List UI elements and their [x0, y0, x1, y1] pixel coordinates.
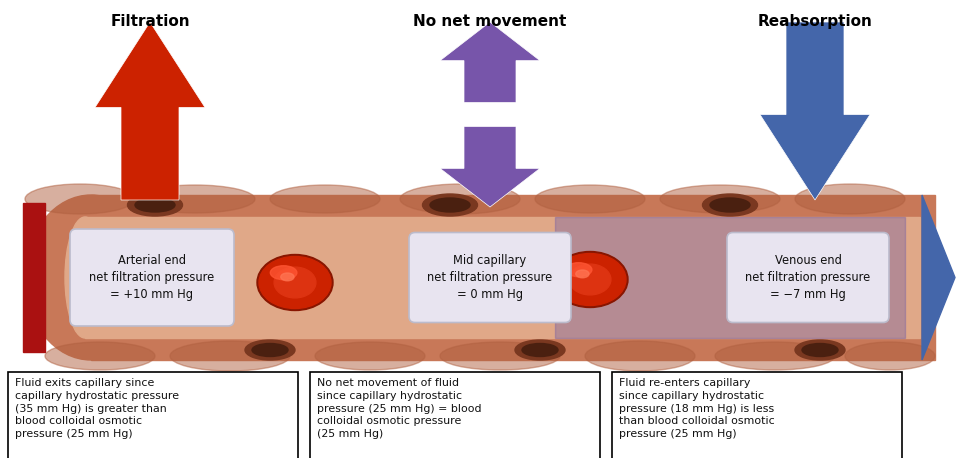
Polygon shape [95, 22, 205, 200]
Ellipse shape [715, 342, 835, 370]
Ellipse shape [25, 184, 135, 214]
Text: Venous end
net filtration pressure
= −7 mm Hg: Venous end net filtration pressure = −7 … [745, 254, 871, 301]
Ellipse shape [795, 340, 845, 360]
Ellipse shape [257, 255, 333, 311]
Text: Mid capillary
net filtration pressure
= 0 mm Hg: Mid capillary net filtration pressure = … [427, 254, 553, 301]
Ellipse shape [710, 198, 750, 212]
Polygon shape [760, 22, 870, 200]
Ellipse shape [585, 341, 695, 371]
Ellipse shape [259, 256, 331, 309]
Ellipse shape [660, 185, 780, 213]
Ellipse shape [45, 342, 155, 370]
Bar [310, 372, 600, 458]
Ellipse shape [245, 340, 295, 360]
Ellipse shape [535, 185, 645, 213]
Ellipse shape [552, 251, 628, 307]
Ellipse shape [795, 184, 905, 214]
Ellipse shape [25, 195, 157, 360]
Ellipse shape [422, 194, 478, 216]
Ellipse shape [135, 198, 175, 212]
Ellipse shape [440, 342, 560, 370]
Bar [555, 217, 905, 338]
Bar [91, 195, 935, 360]
Text: Arterial end
net filtration pressure
= +10 mm Hg: Arterial end net filtration pressure = +… [90, 254, 214, 301]
Ellipse shape [554, 253, 626, 305]
Ellipse shape [522, 344, 558, 356]
Polygon shape [922, 195, 955, 360]
Ellipse shape [515, 340, 565, 360]
Text: No net movement of fluid
since capillary hydrostatic
pressure (25 mm Hg) = blood: No net movement of fluid since capillary… [317, 378, 482, 439]
Ellipse shape [566, 263, 592, 277]
Ellipse shape [270, 266, 297, 280]
Ellipse shape [170, 341, 290, 371]
Ellipse shape [281, 273, 294, 281]
Text: No net movement: No net movement [413, 14, 566, 29]
Bar [85, 217, 920, 338]
Ellipse shape [569, 264, 611, 295]
Ellipse shape [802, 344, 838, 356]
FancyBboxPatch shape [727, 233, 889, 322]
FancyBboxPatch shape [409, 233, 571, 322]
Ellipse shape [703, 194, 758, 216]
Ellipse shape [270, 185, 380, 213]
Ellipse shape [128, 194, 182, 216]
Text: Fluid exits capillary since
capillary hydrostatic pressure
(35 mm Hg) is greater: Fluid exits capillary since capillary hy… [15, 378, 179, 439]
Ellipse shape [135, 185, 255, 213]
Ellipse shape [576, 270, 589, 278]
Polygon shape [440, 126, 540, 207]
Ellipse shape [252, 344, 288, 356]
Bar [23, 203, 45, 352]
Ellipse shape [430, 198, 470, 212]
Text: Reabsorption: Reabsorption [758, 14, 873, 29]
Bar [612, 372, 902, 458]
Ellipse shape [845, 342, 935, 370]
Ellipse shape [315, 342, 425, 370]
Ellipse shape [65, 217, 105, 338]
Text: Filtration: Filtration [110, 14, 190, 29]
Polygon shape [440, 22, 540, 103]
Ellipse shape [400, 184, 520, 214]
FancyBboxPatch shape [70, 229, 234, 326]
Ellipse shape [274, 267, 316, 298]
Text: Fluid re-enters capillary
since capillary hydrostatic
pressure (18 mm Hg) is les: Fluid re-enters capillary since capillar… [619, 378, 775, 439]
Bar [8, 372, 298, 458]
